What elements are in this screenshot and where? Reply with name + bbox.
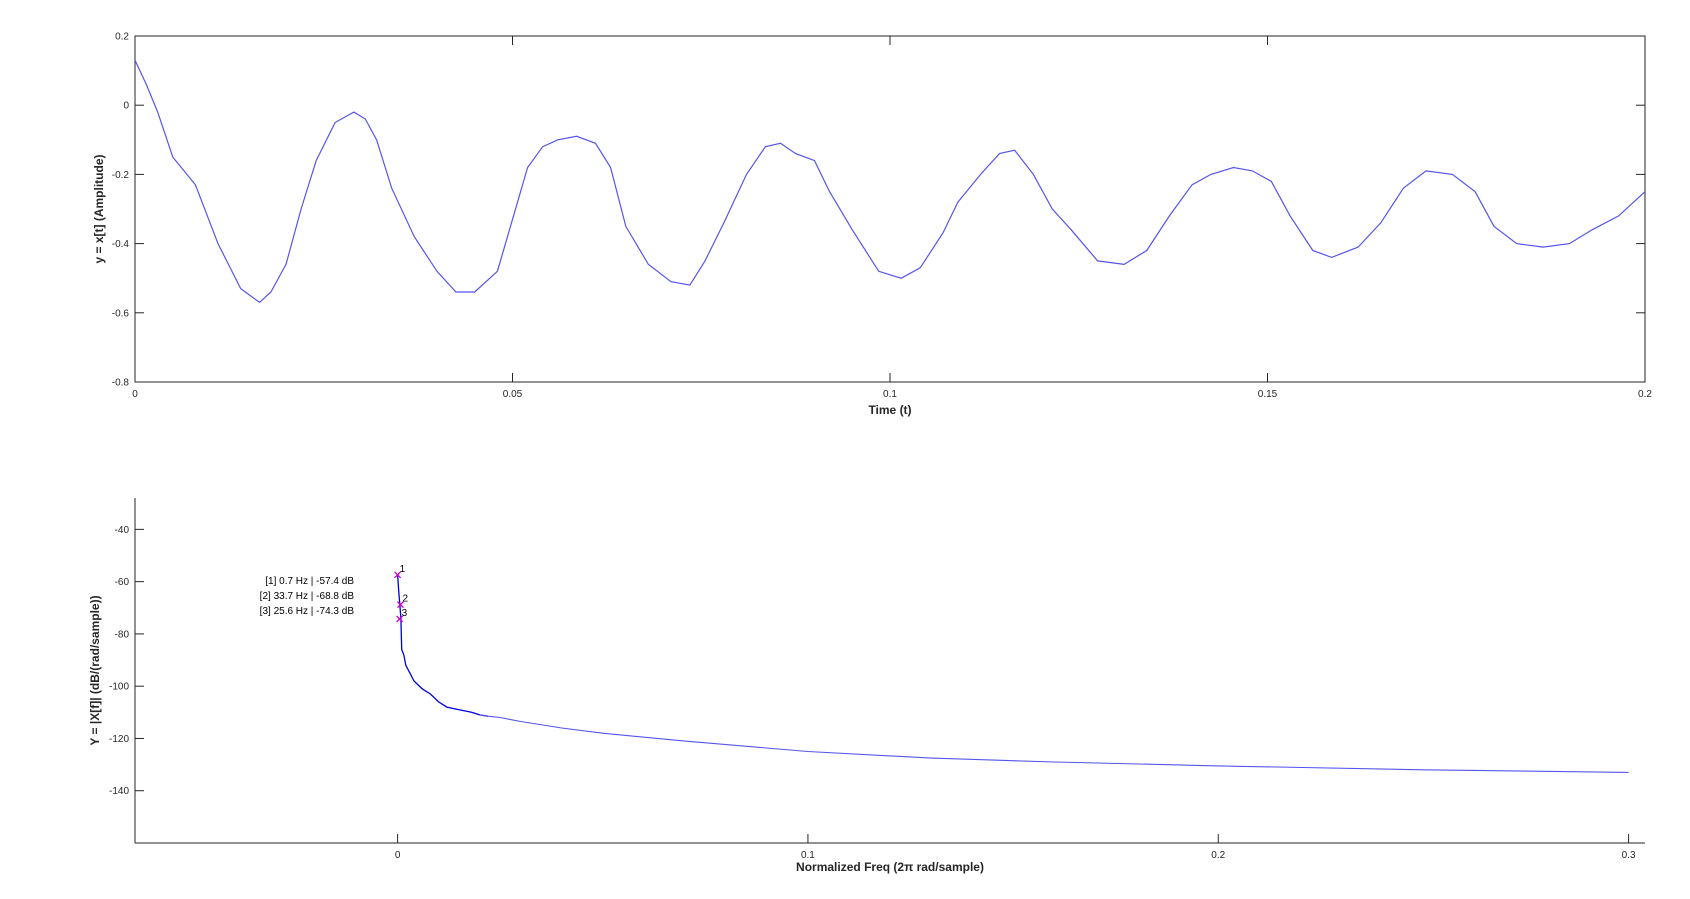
freq-y-tick-label: -60 <box>115 577 130 588</box>
time-x-tick-label: 0.1 <box>883 389 897 400</box>
time-domain-plot: 0 0.05 0.1 0.15 0.2 -0.8 -0.6 -0.4 -0.2 0 0.2 Time… <box>92 32 1652 418</box>
freq-plot-series <box>396 574 1629 773</box>
peak-marker-x <box>394 571 402 579</box>
freq-plot-peak-markers: 1 2 3 <box>394 564 408 623</box>
freq-plot-ticks: 0 0.1 0.2 0.3 -140 -120 -100 -80 -60 -40 <box>109 525 1636 861</box>
time-x-tick-label: 0.05 <box>503 389 523 400</box>
time-y-tick-label: 0 <box>123 101 129 112</box>
time-y-tick-label: -0.4 <box>112 239 130 250</box>
freq-x-tick-label: 0.3 <box>1622 850 1636 861</box>
time-x-tick-label: 0.15 <box>1258 389 1278 400</box>
time-series-line <box>134 59 1646 304</box>
time-y-tick-label: -0.8 <box>112 378 130 389</box>
time-y-tick-label: -0.2 <box>112 170 130 181</box>
freq-x-tick-label: 0.1 <box>801 850 815 861</box>
freq-x-tick-label: 0.2 <box>1211 850 1225 861</box>
freq-y-tick-label: -80 <box>115 629 130 640</box>
freq-y-tick-label: -100 <box>109 682 129 693</box>
time-x-tick-label: 0.2 <box>1638 389 1652 400</box>
freq-x-tick-label: 0 <box>395 850 401 861</box>
time-x-tick-label: 0 <box>132 389 138 400</box>
time-plot-x-axis-label: Time (t) <box>868 403 911 417</box>
frequency-domain-plot: 0 0.1 0.2 0.3 -140 -120 -100 -80 -60 -40 1 2 3 [1] … <box>88 498 1645 874</box>
freq-y-tick-label: -140 <box>109 786 129 797</box>
time-plot-ticks: 0 0.05 0.1 0.15 0.2 -0.8 -0.6 -0.4 -0.2 0 0.2 <box>112 32 1653 401</box>
time-y-tick-label: 0.2 <box>115 32 129 43</box>
freq-plot-x-axis-label: Normalized Freq (2π rad/sample) <box>796 860 984 874</box>
freq-plot-y-axis-label: Y = |X[f]| (dB/(rad/sample)) <box>88 595 102 745</box>
peak-legend-entry-2: [2] 33.7 Hz | -68.8 dB <box>260 591 355 602</box>
peak-marker-label: 1 <box>400 564 406 575</box>
peak-marker-label: 3 <box>402 608 408 619</box>
peak-legend-entry-3: [3] 25.6 Hz | -74.3 dB <box>260 606 355 617</box>
time-y-tick-label: -0.6 <box>112 308 130 319</box>
freq-series-line-head <box>396 574 489 717</box>
peak-marker-label: 2 <box>402 594 408 605</box>
time-plot-series <box>134 59 1646 304</box>
peak-legend-entry-1: [1] 0.7 Hz | -57.4 dB <box>265 576 354 587</box>
freq-series-line-tail <box>479 714 1629 773</box>
peak-marker-x <box>396 615 404 623</box>
peak-marker-x <box>397 601 404 609</box>
time-plot-axes-box <box>134 35 1646 383</box>
peak-marker-legend: [1] 0.7 Hz | -57.4 dB [2] 33.7 Hz | -68.… <box>260 576 355 617</box>
freq-y-tick-label: -40 <box>115 525 130 536</box>
freq-y-tick-label: -120 <box>109 734 129 745</box>
time-plot-y-axis-label: y = x[t] (Amplitude) <box>92 154 106 263</box>
